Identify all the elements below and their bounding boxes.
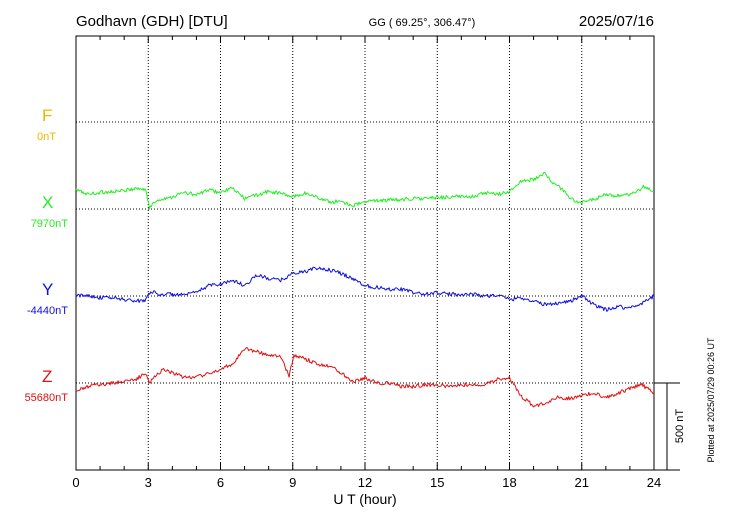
series-x-baseline-label: 7970nT [31, 218, 69, 230]
series-labels: F 0nT X 7970nT Y -4440nT Z 55680nT [25, 106, 69, 404]
series-x-line [75, 171, 655, 210]
x-tick-label: 12 [358, 475, 372, 490]
series-y-line [75, 266, 655, 312]
x-tick-label: 21 [575, 475, 589, 490]
x-tick-label: 0 [72, 475, 79, 490]
x-axis-ticks [75, 36, 655, 470]
x-tick-label: 9 [289, 475, 296, 490]
series-y-name: Y [42, 280, 53, 299]
series-layer [75, 171, 655, 408]
plotted-timestamp: Plotted at 2025/07/29 00:26 UT [706, 337, 716, 463]
grid-lines [76, 36, 654, 470]
scale-bar: 500 nT [654, 382, 686, 471]
series-y-baseline-label: -4440nT [27, 305, 68, 317]
series-z-name: Z [42, 367, 52, 386]
x-axis-label: U T (hour) [333, 491, 396, 507]
series-f-name: F [42, 106, 52, 125]
x-tick-label: 6 [217, 475, 224, 490]
station-title: Godhavn (GDH) [DTU] [76, 13, 228, 30]
series-z-line [75, 347, 655, 408]
date-label: 2025/07/16 [579, 13, 654, 30]
scale-bar-label: 500 nT [674, 409, 686, 444]
x-tick-label: 18 [502, 475, 516, 490]
station-coordinates: GG ( 69.25°, 306.47°) [369, 17, 476, 29]
x-tick-label: 24 [647, 475, 661, 490]
x-axis-tick-labels: 0 3 6 9 12 15 18 21 24 [72, 475, 661, 490]
x-tick-label: 3 [145, 475, 152, 490]
series-x-name: X [42, 193, 53, 212]
x-tick-label: 15 [430, 475, 444, 490]
series-z-baseline-label: 55680nT [25, 392, 69, 404]
series-f-baseline-label: 0nT [37, 131, 56, 143]
